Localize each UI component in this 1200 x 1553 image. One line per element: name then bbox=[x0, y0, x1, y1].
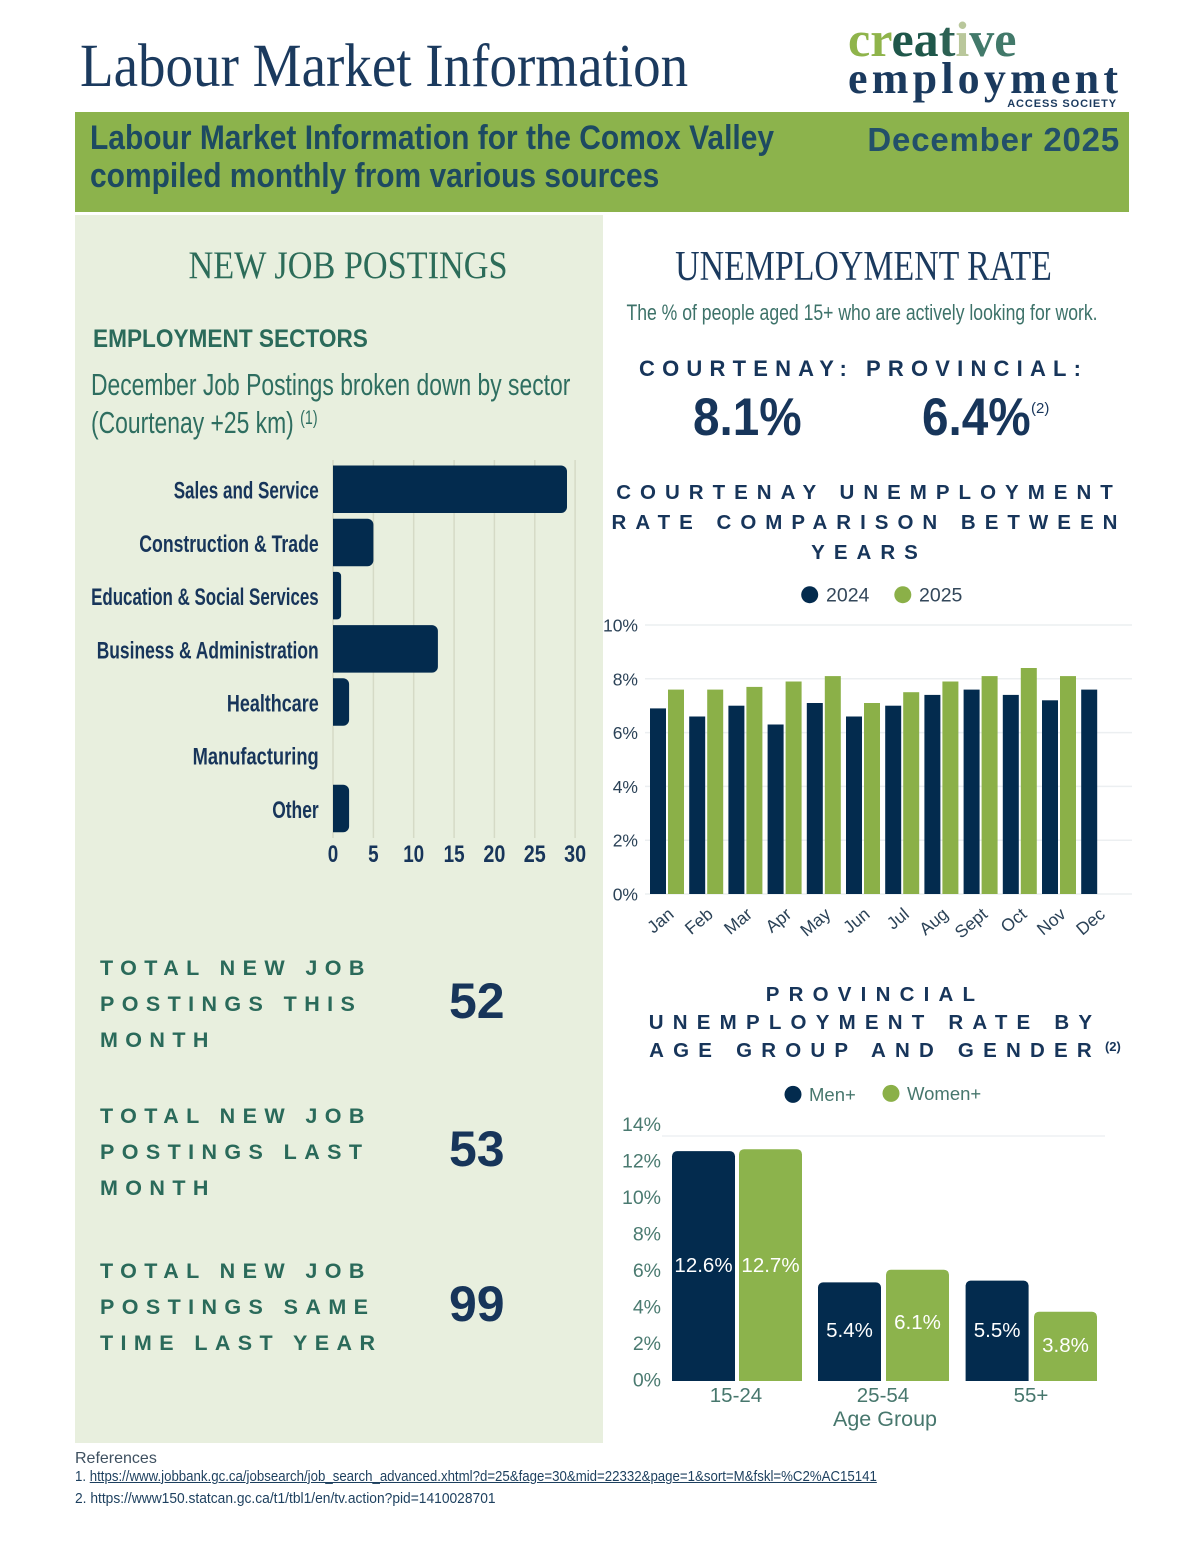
svg-text:5.5%: 5.5% bbox=[974, 1319, 1021, 1342]
svg-text:Construction & Trade: Construction & Trade bbox=[139, 531, 318, 558]
svg-text:Business & Administration: Business & Administration bbox=[97, 637, 319, 664]
svg-text:55+: 55+ bbox=[1014, 1384, 1049, 1407]
svg-text:Men+: Men+ bbox=[809, 1084, 856, 1105]
svg-text:8%: 8% bbox=[613, 669, 638, 689]
svg-text:0: 0 bbox=[328, 841, 339, 868]
svg-text:2024: 2024 bbox=[826, 585, 870, 607]
svg-text:May: May bbox=[796, 904, 834, 941]
svg-text:Manufacturing: Manufacturing bbox=[193, 744, 319, 771]
svg-text:2%: 2% bbox=[613, 831, 638, 851]
svg-text:2%: 2% bbox=[633, 1333, 661, 1355]
svg-text:0%: 0% bbox=[633, 1370, 661, 1392]
svg-text:14%: 14% bbox=[622, 1114, 661, 1136]
svg-text:25: 25 bbox=[524, 841, 546, 868]
svg-text:6.1%: 6.1% bbox=[894, 1311, 941, 1334]
svg-text:3.8%: 3.8% bbox=[1042, 1334, 1089, 1357]
svg-text:15-24: 15-24 bbox=[710, 1384, 762, 1407]
svg-text:Mar: Mar bbox=[720, 904, 756, 939]
svg-text:Apr: Apr bbox=[761, 904, 795, 937]
svg-text:6%: 6% bbox=[633, 1260, 661, 1282]
svg-text:15: 15 bbox=[444, 841, 465, 868]
svg-text:Healthcare: Healthcare bbox=[227, 691, 319, 718]
svg-text:Sept: Sept bbox=[951, 904, 992, 943]
svg-text:Jan: Jan bbox=[643, 904, 677, 937]
svg-text:4%: 4% bbox=[633, 1297, 661, 1319]
svg-text:6%: 6% bbox=[613, 723, 638, 743]
svg-text:Jul: Jul bbox=[883, 904, 913, 934]
svg-text:0%: 0% bbox=[613, 885, 638, 905]
svg-text:Aug: Aug bbox=[915, 904, 952, 939]
svg-text:10: 10 bbox=[403, 841, 424, 868]
svg-text:Education & Social Services: Education & Social Services bbox=[91, 584, 319, 611]
svg-text:12%: 12% bbox=[622, 1151, 661, 1173]
svg-text:Women+: Women+ bbox=[907, 1083, 981, 1104]
svg-text:12.6%: 12.6% bbox=[674, 1254, 732, 1277]
svg-text:Sales and Service: Sales and Service bbox=[174, 478, 319, 505]
svg-text:Feb: Feb bbox=[681, 904, 717, 939]
svg-text:Dec: Dec bbox=[1072, 904, 1109, 939]
svg-text:5.4%: 5.4% bbox=[826, 1319, 873, 1342]
svg-text:Age Group: Age Group bbox=[833, 1407, 937, 1431]
svg-text:Nov: Nov bbox=[1033, 904, 1070, 939]
svg-text:20: 20 bbox=[483, 841, 505, 868]
svg-text:10%: 10% bbox=[603, 616, 638, 636]
svg-text:2025: 2025 bbox=[919, 585, 963, 607]
svg-text:Oct: Oct bbox=[997, 904, 1031, 937]
svg-text:30: 30 bbox=[564, 841, 586, 868]
svg-text:25-54: 25-54 bbox=[857, 1384, 909, 1407]
svg-text:12.7%: 12.7% bbox=[741, 1254, 799, 1277]
svg-text:Other: Other bbox=[272, 797, 319, 824]
svg-text:5: 5 bbox=[368, 841, 379, 868]
svg-text:10%: 10% bbox=[622, 1187, 661, 1209]
svg-text:Jun: Jun bbox=[839, 904, 873, 937]
svg-text:4%: 4% bbox=[613, 777, 638, 797]
svg-text:8%: 8% bbox=[633, 1224, 661, 1246]
